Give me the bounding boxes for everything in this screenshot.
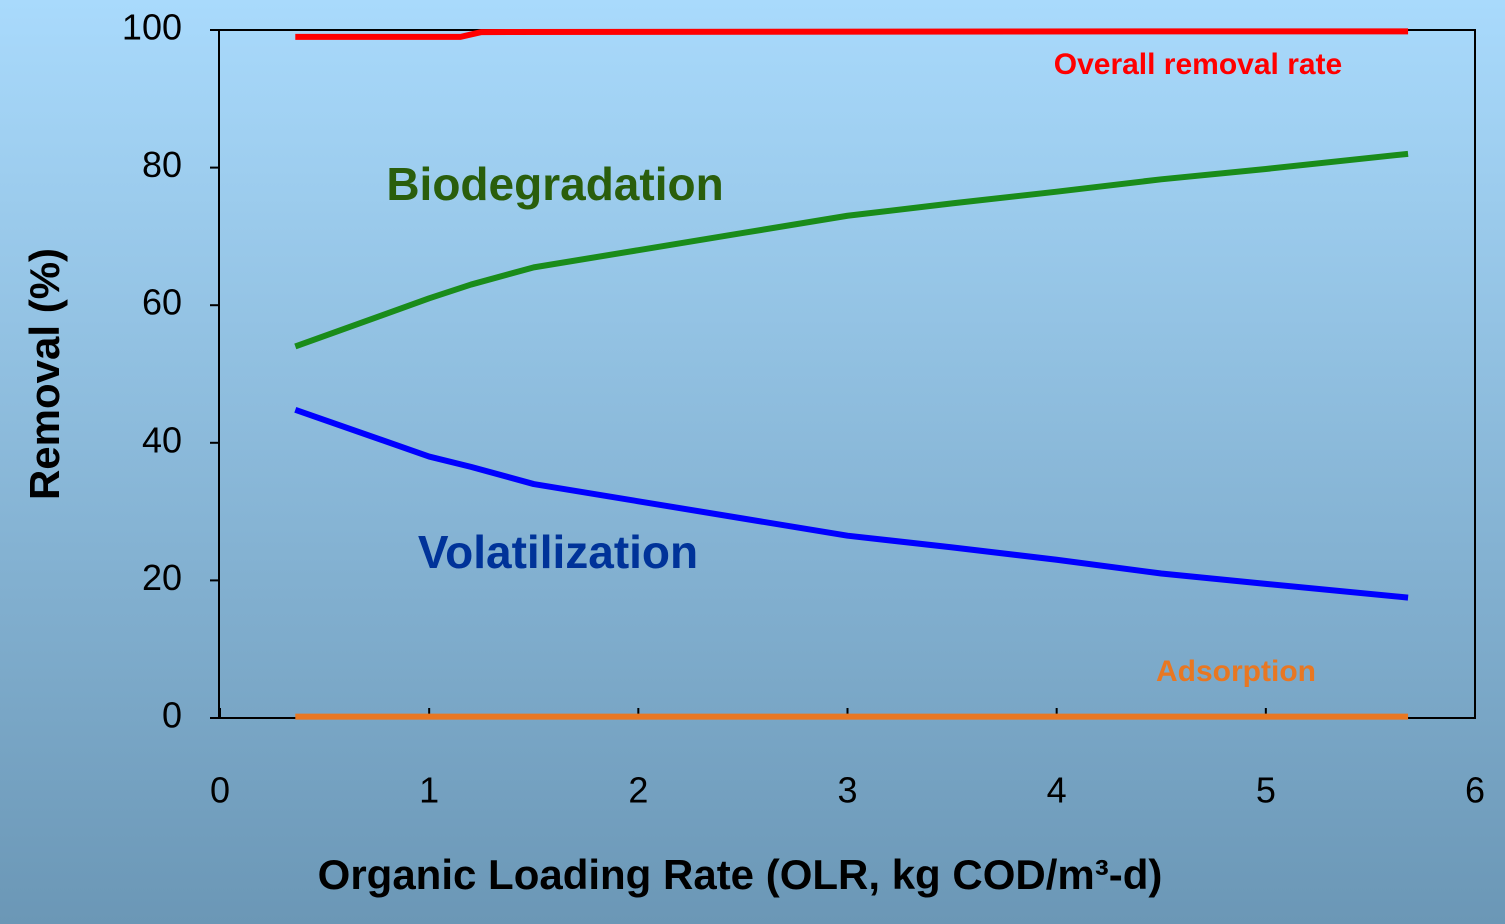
series-label: Volatilization (418, 526, 698, 578)
x-tick-label: 2 (628, 770, 648, 811)
x-tick-label: 0 (210, 770, 230, 811)
y-tick-label: 100 (122, 7, 182, 48)
series-line (294, 406, 1409, 601)
y-tick-label: 0 (162, 695, 182, 736)
x-tick-label: 6 (1465, 770, 1485, 811)
series-label: Overall removal rate (1054, 48, 1343, 81)
y-tick-label: 80 (142, 144, 182, 185)
series-line (295, 28, 1409, 40)
x-axis-title: Organic Loading Rate (OLR, kg COD/m³-d) (318, 851, 1163, 898)
x-tick-label: 5 (1256, 770, 1276, 811)
series-label: Adsorption (1156, 655, 1316, 688)
series-label: Biodegradation (386, 158, 723, 210)
y-tick-label: 60 (142, 282, 182, 323)
x-tick-label: 3 (837, 770, 857, 811)
y-tick-label: 40 (142, 419, 182, 460)
series-line (294, 150, 1409, 350)
plot-frame (218, 29, 1476, 719)
y-tick-label: 20 (142, 557, 182, 598)
x-tick-label: 4 (1047, 770, 1067, 811)
x-tick-label: 1 (419, 770, 439, 811)
y-axis-title: Removal (%) (21, 248, 68, 500)
